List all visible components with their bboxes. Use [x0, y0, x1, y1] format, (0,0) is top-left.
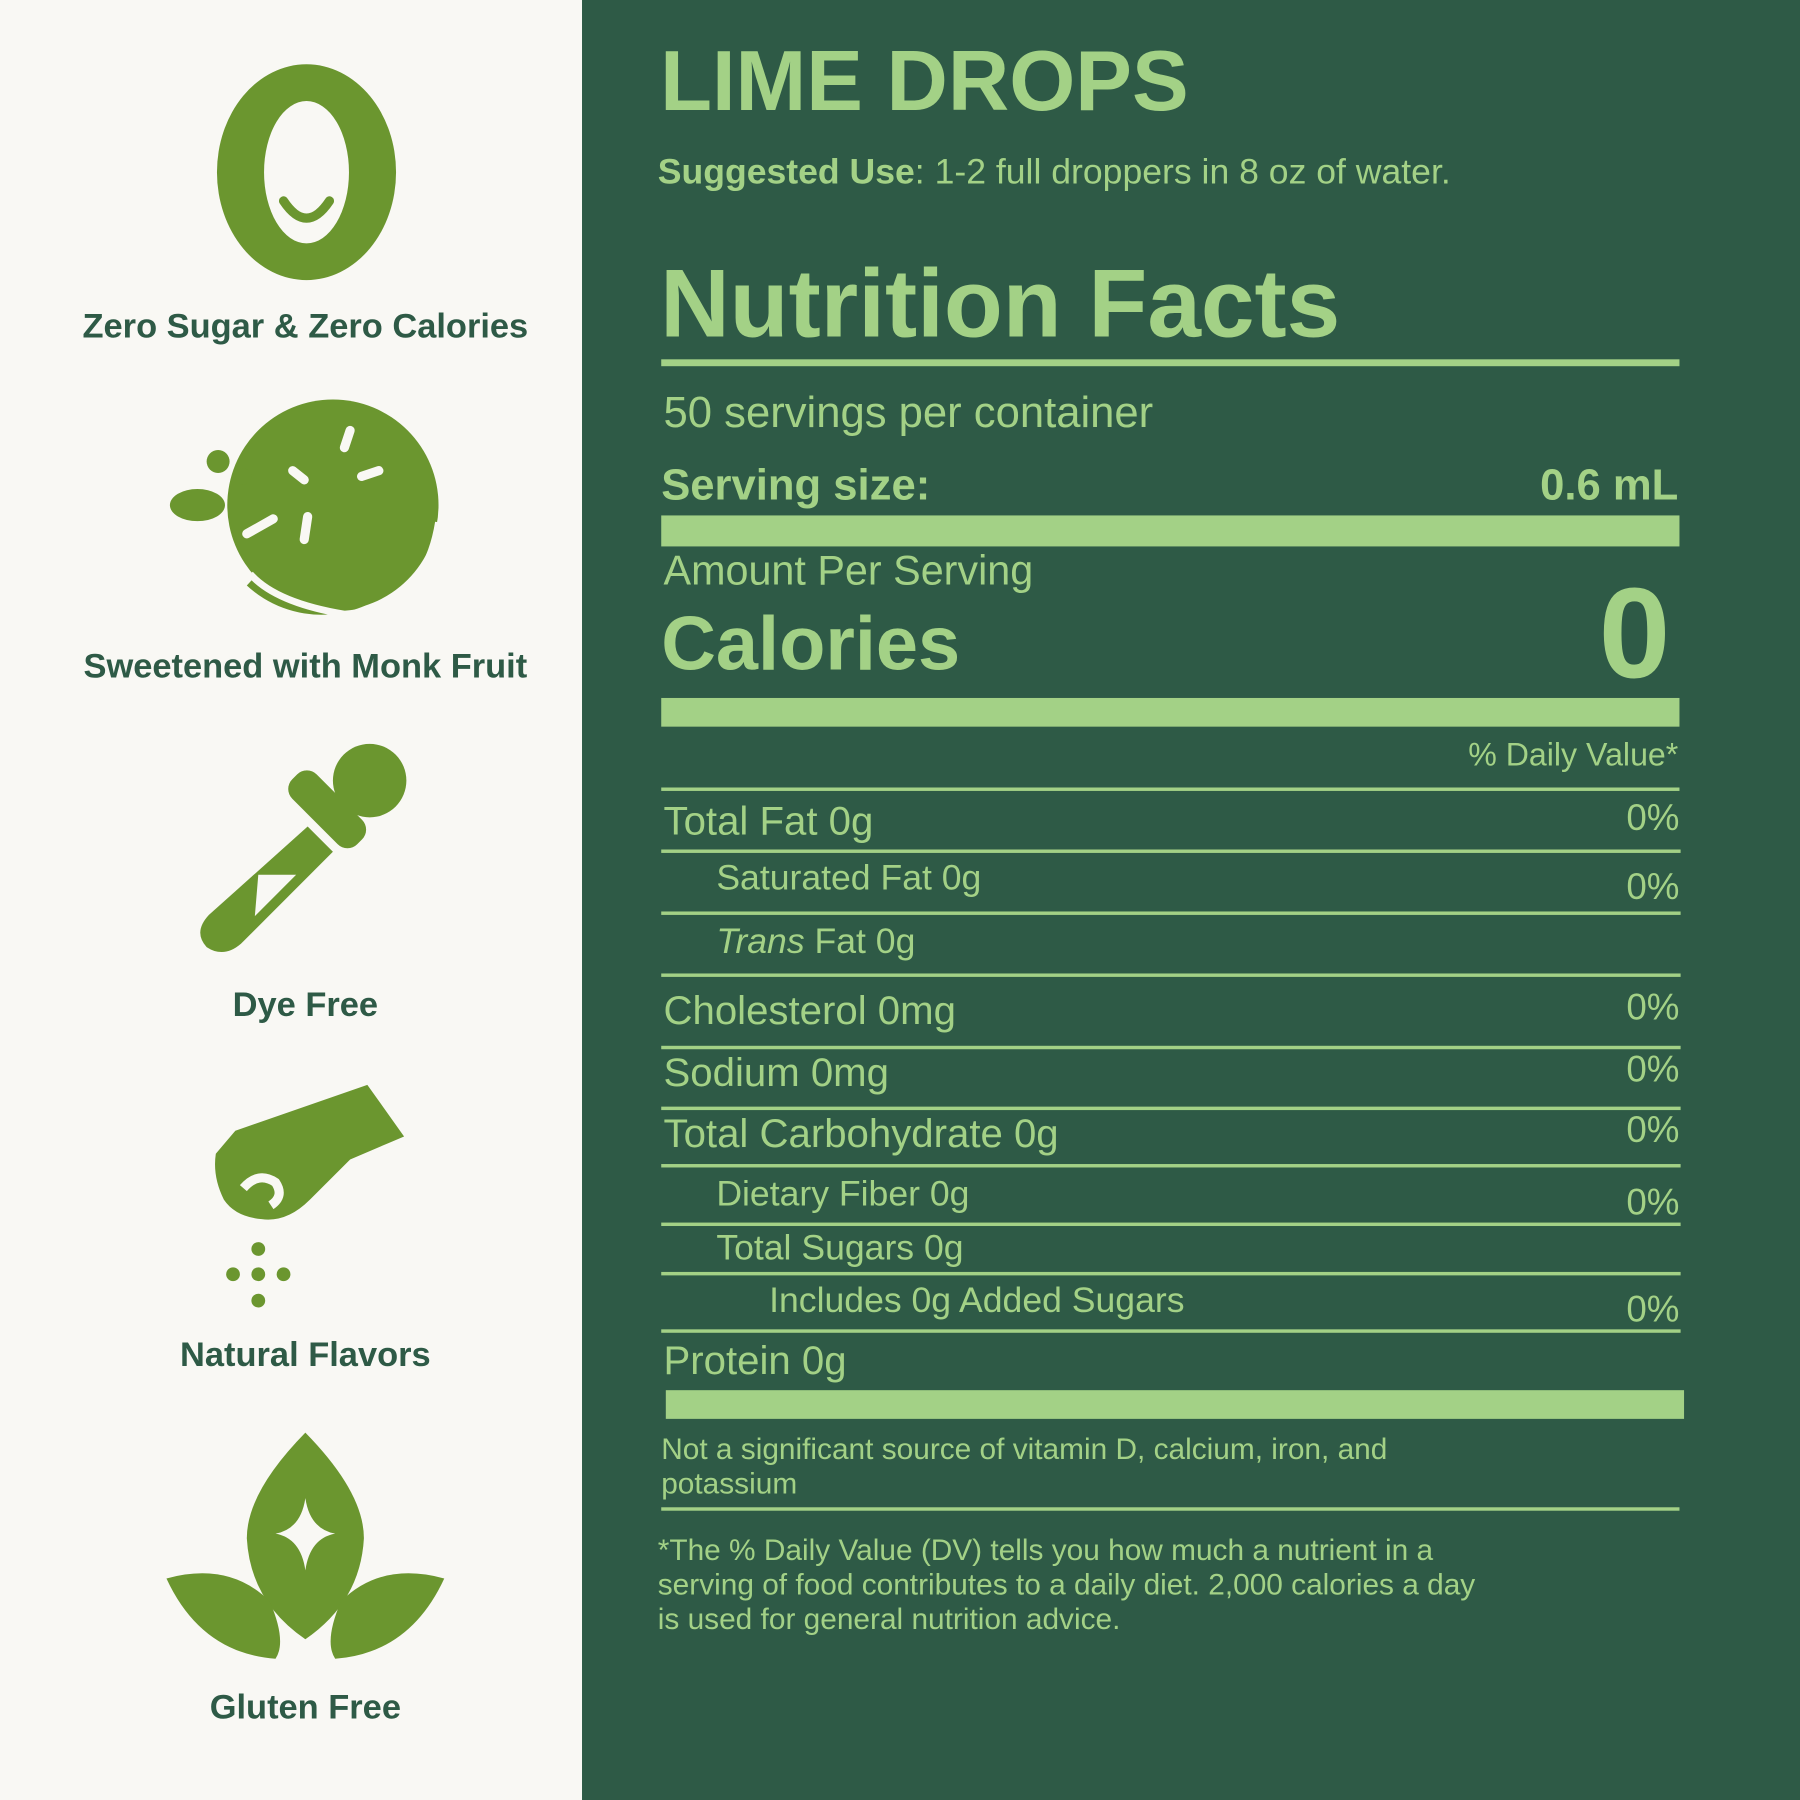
suggested-use-text: : 1-2 full droppers in 8 oz of water. — [915, 152, 1451, 192]
nutrition-heading: Nutrition Facts — [660, 250, 1340, 357]
nutrient-label-text: Includes 0g Added Sugars — [769, 1280, 1184, 1320]
rule — [661, 1045, 1681, 1050]
right-panel — [582, 0, 1800, 1800]
daily-value: 0% — [1626, 986, 1679, 1027]
nutrient-label: Protein 0g — [664, 1338, 847, 1383]
rule — [661, 787, 1680, 791]
nutrient-label: Sodium 0mg — [664, 1050, 889, 1095]
not-significant: potassium — [661, 1467, 797, 1500]
rule — [661, 1164, 1681, 1168]
rule — [661, 849, 1681, 853]
notes: Not a significant source of vitamin D, c… — [658, 1433, 1476, 1636]
nutrient-label-text: Protein 0g — [664, 1338, 847, 1383]
rule — [661, 1329, 1681, 1333]
daily-value-header: % Daily Value* — [1468, 737, 1678, 773]
calories-label: Calories — [661, 601, 960, 686]
serving-size-value: 0.6 mL — [1540, 461, 1678, 509]
daily-value: 0% — [1626, 1048, 1679, 1089]
nutrient-label: Total Sugars 0g — [716, 1227, 963, 1267]
nutrient-rows: Total Fat 0g 0% Saturated Fat 0g 0% Trans Fa… — [661, 797, 1681, 1383]
rule — [661, 1507, 1680, 1511]
daily-value: 0% — [1626, 1109, 1679, 1150]
thick-rule — [661, 515, 1680, 547]
nutrient-label-text: Saturated Fat 0g — [716, 858, 981, 898]
dropper-icon — [200, 743, 407, 953]
nutrient-label-text: Total Fat 0g — [664, 799, 874, 844]
nutrient-label: Dietary Fiber 0g — [716, 1173, 969, 1213]
nutrient-label: Total Carbohydrate 0g — [664, 1111, 1059, 1156]
thick-rule — [665, 1390, 1685, 1419]
nutrient-label: Trans Fat 0g — [716, 921, 915, 961]
thick-rule — [661, 697, 1680, 727]
feature-label: Sweetened with Monk Fruit — [84, 647, 528, 685]
daily-value: 0% — [1626, 797, 1679, 838]
nutrient-label-italic: Trans — [716, 921, 805, 961]
suggested-use: Suggested Use: 1-2 full droppers in 8 oz… — [658, 152, 1451, 192]
product-title: LIME DROPS — [660, 33, 1189, 128]
not-significant: Not a significant source of vitamin D, c… — [661, 1433, 1387, 1466]
nutrient-label-text: Cholesterol 0mg — [664, 988, 956, 1033]
nutrient-label-text: Total Carbohydrate 0g — [664, 1111, 1059, 1156]
nutrient-label: Saturated Fat 0g — [716, 858, 981, 898]
features: Zero Sugar & Zero Calories Sweetened with… — [83, 308, 529, 1727]
rule — [661, 1271, 1681, 1276]
lime-icon — [169, 399, 442, 618]
daily-value: 0% — [1626, 866, 1679, 907]
daily-value: 0% — [1626, 1288, 1679, 1329]
amount-per-serving: Amount Per Serving — [664, 547, 1034, 593]
footnote: serving of food contributes to a daily d… — [658, 1569, 1476, 1602]
rule — [661, 359, 1680, 367]
footnote: *The % Daily Value (DV) tells you how mu… — [658, 1534, 1434, 1567]
servings: 50 servings per container — [664, 389, 1154, 437]
nutrient-label: Cholesterol 0mg — [664, 988, 956, 1033]
feature-label: Gluten Free — [210, 1688, 401, 1726]
rule — [661, 973, 1681, 977]
calories-value: 0 — [1599, 562, 1671, 705]
serving-size-label: Serving size: — [661, 461, 930, 509]
rule — [661, 1222, 1681, 1227]
leaf-icon — [166, 1432, 445, 1659]
footnote: is used for general nutrition advice. — [658, 1603, 1121, 1636]
nutrient-label-text: Sodium 0mg — [664, 1050, 889, 1095]
rule — [661, 1106, 1681, 1111]
rule — [661, 911, 1681, 915]
nutrient-label-text: Dietary Fiber 0g — [716, 1173, 969, 1213]
feature-label: Zero Sugar & Zero Calories — [83, 308, 529, 346]
zero-icon — [216, 64, 397, 281]
feature-label: Dye Free — [233, 986, 378, 1024]
feature-label: Natural Flavors — [180, 1336, 431, 1374]
hand-icon — [215, 1084, 405, 1308]
daily-value: 0% — [1626, 1182, 1679, 1223]
nutrient-label-text: Fat 0g — [805, 921, 916, 961]
nutrient-label-text: Total Sugars 0g — [716, 1227, 963, 1267]
suggested-use-label: Suggested Use — [658, 152, 915, 192]
nutrient-label: Total Fat 0g — [664, 799, 874, 844]
nutrient-label: Includes 0g Added Sugars — [769, 1280, 1184, 1320]
